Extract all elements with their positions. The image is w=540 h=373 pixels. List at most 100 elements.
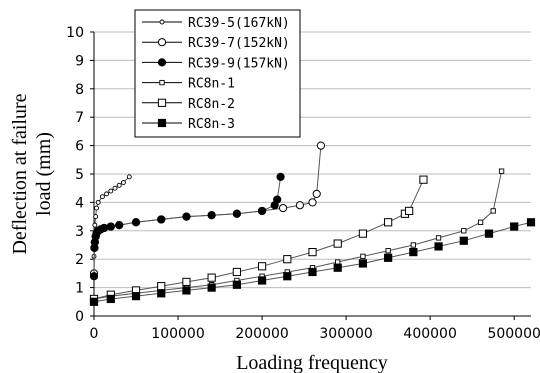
series-5: [89, 175, 428, 304]
series-5-point: [384, 218, 393, 227]
series-1-point: [99, 194, 105, 200]
series-1-point: [108, 188, 114, 194]
y-tick-label-7: 7: [75, 110, 84, 126]
legend-label: RC39-5(167kN): [188, 16, 290, 31]
series-6-point: [283, 272, 292, 281]
series-3-point: [207, 211, 216, 220]
series-3: [89, 172, 285, 281]
series-1-point: [126, 174, 132, 180]
x-tick-label-500000: 500000: [487, 326, 540, 342]
series-6-point: [434, 242, 443, 251]
series-3-point: [273, 195, 282, 204]
series-6: [89, 218, 536, 306]
x-tick-label-200000: 200000: [235, 326, 288, 342]
series-3-point: [99, 223, 109, 233]
legend-label: RC39-9(157kN): [188, 56, 290, 71]
y-axis-label: Deflection at failure load (mm): [9, 93, 55, 254]
series-3-point: [89, 272, 99, 281]
series-3-point: [131, 218, 141, 227]
series-6-point: [358, 259, 368, 268]
series-3-point: [257, 206, 267, 216]
series-6-point: [484, 229, 494, 238]
legend-swatch-marker: [159, 19, 165, 25]
series-4-point: [360, 253, 366, 260]
series-3-point: [115, 221, 124, 230]
series-4-point: [498, 168, 505, 174]
legend-item-1: RC39-5(167kN): [142, 16, 290, 31]
y-tick-label-0: 0: [75, 309, 84, 325]
series-5-point: [308, 248, 317, 257]
series-2-point: [308, 198, 317, 207]
legend: RC39-5(167kN) RC39-7(152kN) RC39-9(157kN) R…: [134, 9, 301, 138]
x-tick-label-0: 0: [90, 326, 99, 342]
series-5-point: [405, 206, 414, 216]
legend-item-4: RC8n-1: [142, 77, 235, 92]
series-6-point: [510, 222, 519, 231]
series-2-point: [312, 189, 321, 198]
series-3-point: [276, 172, 285, 181]
series-6-point: [257, 276, 267, 285]
legend-label: RC39-7(152kN): [188, 36, 290, 51]
legend-item-5: RC8n-2: [142, 97, 235, 112]
series-5-point: [207, 273, 216, 282]
legend-label: RC8n-1: [188, 77, 235, 92]
series-1-point: [104, 191, 110, 197]
y-axis-label-line2: load (mm): [33, 132, 55, 216]
tick-labels: 0 1 2 3 4 5 6 7 8 9 10 0 100000 200000 300000 400000 500…: [66, 25, 540, 342]
series-5-line: [93, 179, 424, 300]
y-axis-label-line1: Deflection at failure: [9, 93, 31, 254]
y-tick-label-9: 9: [75, 53, 84, 69]
series-4-point: [335, 259, 341, 265]
series-1-point: [95, 199, 101, 205]
series-1-point: [94, 205, 99, 211]
series-6-point: [89, 297, 99, 306]
series-3-point: [106, 222, 115, 231]
series-4-point: [435, 235, 442, 241]
series-1-point: [112, 185, 118, 191]
legend-item-3: RC39-9(157kN): [142, 56, 290, 71]
y-tick-label-5: 5: [75, 167, 84, 183]
y-tick-label-8: 8: [75, 82, 84, 98]
y-tick-label-6: 6: [75, 139, 84, 155]
series-4-point: [385, 248, 391, 254]
series-5-point: [358, 229, 368, 238]
series-3-point: [232, 209, 241, 218]
series-6-point: [131, 292, 141, 301]
series-1-point: [120, 180, 126, 185]
legend-item-2: RC39-7(152kN): [142, 36, 290, 51]
legend-swatch-marker: [157, 118, 167, 128]
series-5-point: [333, 239, 342, 248]
y-tick-label-4: 4: [75, 195, 84, 211]
legend-box: [134, 9, 301, 138]
legend-swatch-marker: [157, 38, 167, 47]
series-6-point: [333, 263, 342, 272]
legend-label: RC8n-2: [188, 97, 235, 112]
legend-label: RC8n-3: [188, 117, 235, 132]
series-5-point: [232, 267, 241, 277]
legend-item-6: RC8n-3: [142, 117, 235, 132]
series-6-point: [182, 286, 191, 295]
series-4-point: [477, 219, 484, 225]
series-3-point: [157, 215, 166, 224]
series-5-point: [257, 262, 267, 271]
x-tick-label-300000: 300000: [319, 326, 372, 342]
series-6-point: [232, 280, 241, 289]
series-6-point: [207, 283, 216, 292]
series-6-point: [106, 294, 115, 304]
series-4-point: [461, 228, 467, 234]
y-tick-label-1: 1: [75, 281, 84, 297]
x-axis-label: Loading frequency: [236, 352, 388, 373]
series-3-point: [182, 212, 191, 221]
legend-swatch-marker: [157, 58, 167, 67]
series-4-point: [410, 242, 416, 248]
series-1-point: [92, 222, 98, 228]
series-6-point: [384, 253, 393, 262]
series-1-point: [93, 214, 99, 220]
series-6-point: [157, 289, 166, 298]
series-6-point: [409, 248, 418, 257]
x-tick-label-100000: 100000: [151, 326, 204, 342]
legend-swatch-marker: [159, 79, 165, 86]
series-2-point: [295, 201, 304, 210]
series-5-point: [182, 277, 191, 287]
series-6-point: [308, 267, 317, 277]
